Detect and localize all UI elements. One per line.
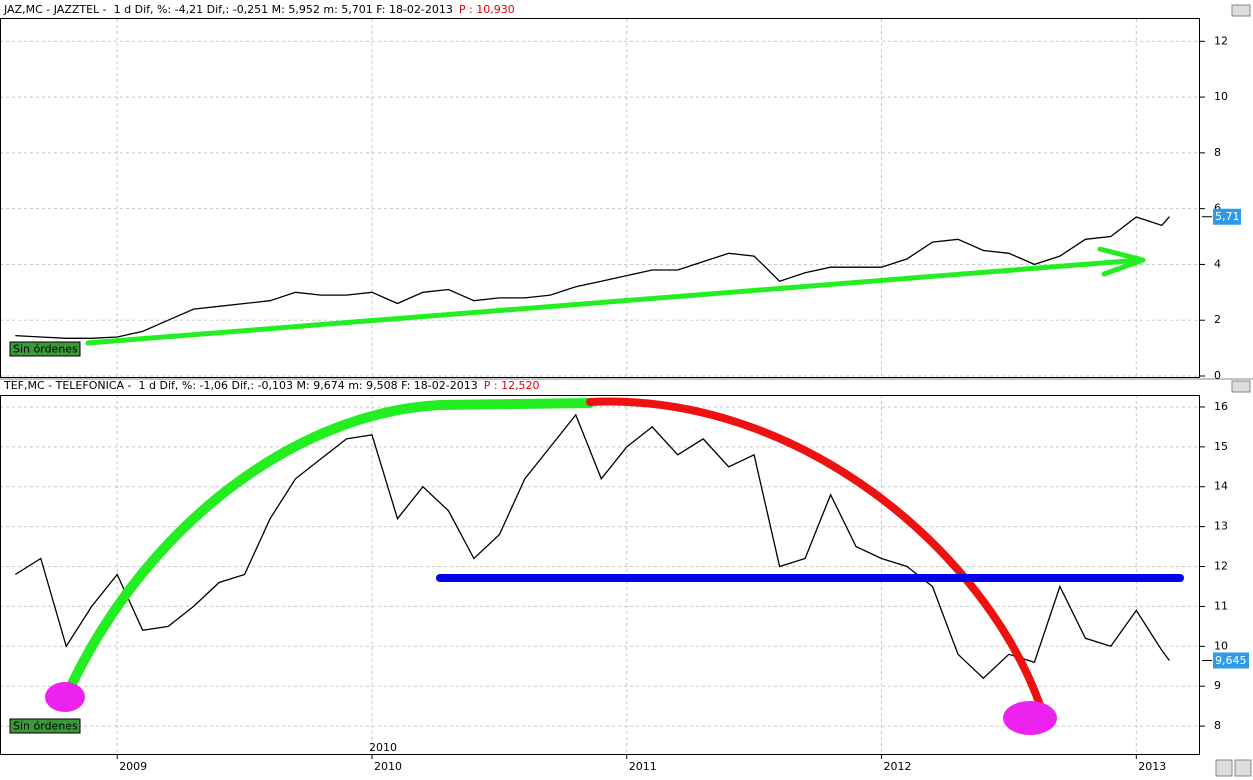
x-tick-label: 2011 [629,760,657,773]
y-tick-label: 10 [1214,639,1228,652]
y-tick-label: 14 [1214,480,1228,493]
panel-frame [0,395,1200,755]
y-tick-label: 4 [1214,257,1221,270]
y-tick-label: 8 [1214,146,1221,159]
grid-layer [0,19,1200,754]
last-value-box [1213,652,1249,669]
tool-button[interactable] [1234,759,1252,777]
data-layer [14,216,1170,680]
y-tick-label: 12 [1214,560,1228,573]
y-tick-label: 12 [1214,34,1228,47]
panel-button[interactable] [1231,380,1251,393]
y-tick-label: 10 [1214,90,1228,103]
red-curve [586,397,1044,709]
y-tick-label: 2 [1214,313,1221,326]
status-box [9,341,81,357]
x-tick-label: 2009 [119,760,147,773]
last-value-label: 5,71 [1215,210,1240,223]
y-tick-label: 11 [1214,599,1228,612]
x-tick-label: 2010 [374,760,402,773]
marker-ellipse [1003,701,1057,735]
last-value-box [1213,208,1241,225]
y-tick-label: 16 [1214,400,1228,413]
marker-ellipse [45,682,85,712]
x-tick-label: 2013 [1138,760,1166,773]
price-note: P : 12,520 [484,379,540,392]
status-box [9,718,81,734]
y-tick-label: 9 [1214,679,1221,692]
price-note: P : 10,930 [459,3,515,16]
y-tick-label: 6 [1214,202,1221,215]
panel-title: TEF,MC - TELEFONICA - 1 d Dif, %: -1,06 … [3,379,478,392]
panel-frame [0,18,1200,378]
price-line [15,216,1170,339]
panel-button[interactable] [1231,4,1251,17]
tool-button[interactable] [1215,759,1233,777]
annotation: 2010 [369,741,397,754]
arrow-head [1097,246,1146,277]
trend-arrow [85,257,1143,346]
status-label: Sin órdenes [13,343,78,356]
green-curve [65,398,595,693]
y-tick-label: 8 [1214,719,1221,732]
y-tick-label: 15 [1214,440,1228,453]
x-tick-label: 2012 [884,760,912,773]
y-tick-label: 0 [1214,369,1221,382]
status-label: Sin órdenes [13,720,78,733]
y-tick-label: 13 [1214,520,1228,533]
price-line [14,413,1170,680]
last-value-label: 9,645 [1215,654,1247,667]
panel-title: JAZ,MC - JAZZTEL - 1 d Dif, %: -4,21 Dif… [3,3,453,16]
